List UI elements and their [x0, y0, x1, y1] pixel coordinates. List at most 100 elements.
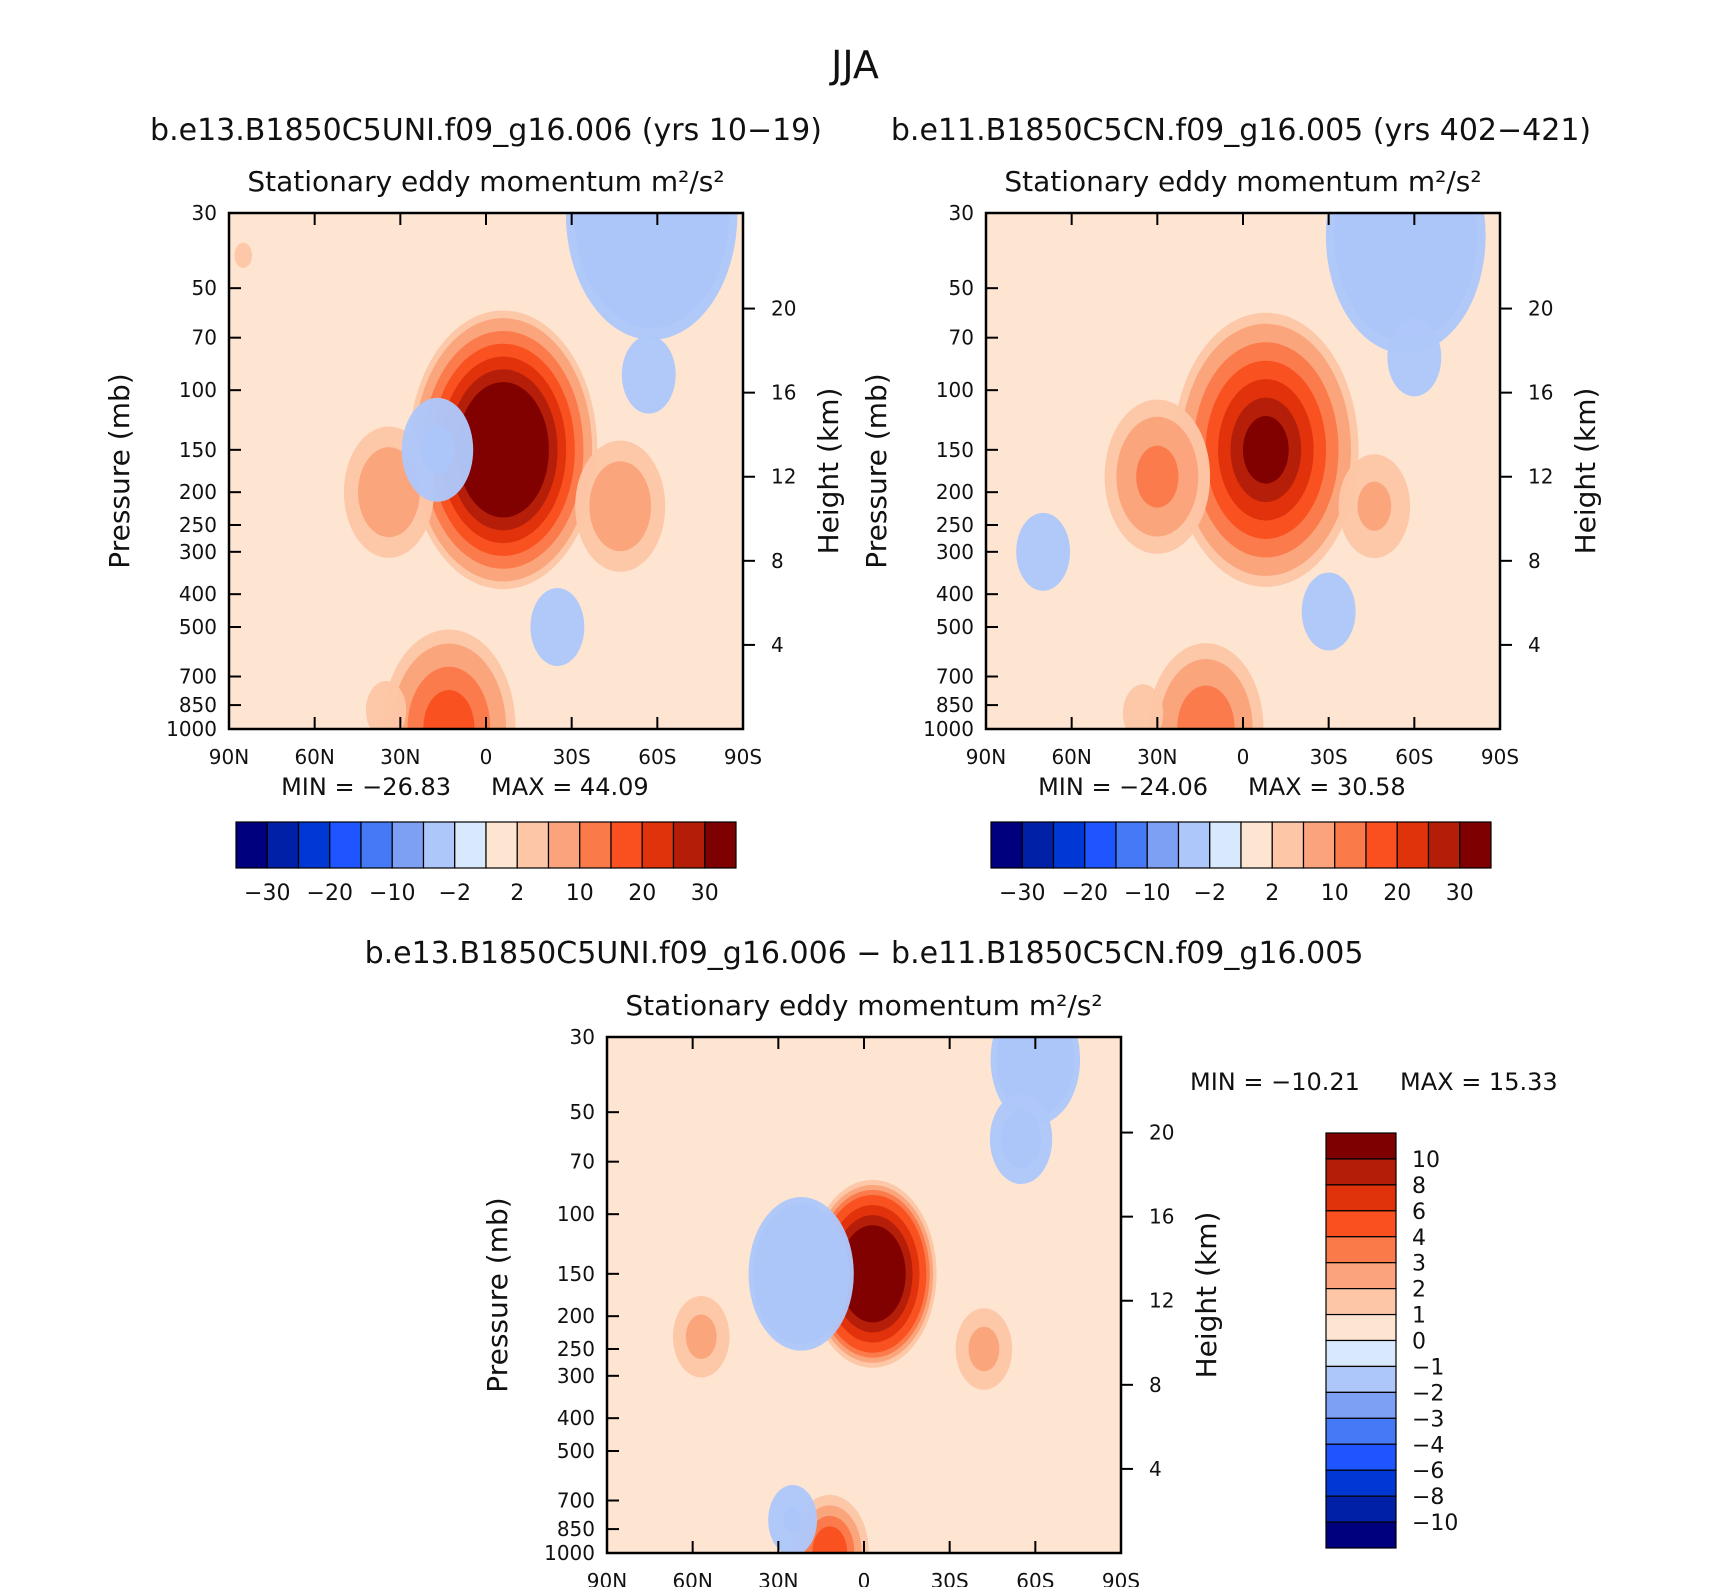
colorbar-label: 2: [1265, 881, 1279, 906]
y-tick-label: 200: [179, 480, 217, 504]
y-tick-label: 1000: [923, 717, 974, 741]
y2-tick-label: 4: [1528, 633, 1541, 657]
y-tick-label: 250: [936, 513, 974, 537]
panel-a: b.e13.B1850C5UNI.f09_g16.006 (yrs 10−19)…: [103, 113, 845, 906]
case-title: b.e13.B1850C5UNI.f09_g16.006 − b.e11.B18…: [365, 936, 1364, 971]
y-tick-label: 150: [179, 438, 217, 462]
colorbar-label: 20: [1383, 881, 1411, 906]
contour-feature: [1338, 454, 1411, 559]
y-tick-label: 50: [949, 276, 974, 300]
contour-band: [989, 1093, 1053, 1185]
colorbar-label: 4: [1412, 1226, 1426, 1251]
contour-feature: [408, 310, 598, 590]
contour-band: [589, 461, 652, 552]
contour-field: [229, 213, 743, 729]
x-tick-label: 90N: [966, 745, 1006, 769]
colorbar-box: [1325, 1158, 1397, 1186]
contour-band: [839, 1225, 906, 1323]
colorbar-box: [610, 821, 643, 869]
colorbar-label: −8: [1412, 1485, 1444, 1510]
y-tick-label: 50: [192, 276, 217, 300]
y-axis-label: Pressure (mb): [860, 373, 893, 568]
y-tick-label: 50: [570, 1100, 595, 1124]
colorbar-box: [1325, 1313, 1397, 1342]
contour-feature: [401, 397, 474, 502]
x-tick-label: 60S: [1395, 745, 1433, 769]
y-tick-label: 400: [557, 1406, 595, 1430]
y-tick-label: 100: [557, 1202, 595, 1226]
x-tick-label: 0: [858, 1569, 871, 1587]
contour-band: [365, 681, 407, 729]
colorbar-label: −20: [1062, 881, 1108, 906]
contour-band: [358, 447, 420, 538]
colorbar-label: 1: [1412, 1304, 1426, 1329]
colorbar-label: 2: [1412, 1278, 1426, 1303]
colorbar-box: [360, 821, 393, 869]
y-tick-label: 150: [557, 1262, 595, 1286]
colorbar-label: −20: [307, 881, 353, 906]
contour-band: [1325, 213, 1486, 354]
colorbar-box: [1325, 1132, 1397, 1160]
colorbar-label: 6: [1412, 1200, 1426, 1225]
colorbar-box: [516, 821, 550, 869]
y-tick-label: 850: [557, 1517, 595, 1541]
variable-title: Stationary eddy momentum m²/s²: [625, 989, 1102, 1022]
colorbar-box: [1459, 821, 1492, 869]
panel-diff: b.e13.B1850C5UNI.f09_g16.006 − b.e11.B18…: [365, 936, 1558, 1587]
contour-feature: [1173, 312, 1359, 587]
page-title: JJA: [829, 43, 879, 87]
colorbar-box: [235, 821, 268, 869]
contour-field: [607, 1037, 1121, 1553]
y2-tick-label: 12: [771, 465, 796, 489]
y-tick-label: 1000: [166, 717, 217, 741]
colorbar-box: [641, 821, 675, 869]
x-tick-label: 90S: [1102, 1569, 1140, 1587]
y-tick-label: 200: [557, 1304, 595, 1328]
colorbar-box: [1334, 821, 1367, 869]
x-tick-label: 60N: [1051, 745, 1091, 769]
contour-band: [768, 1484, 818, 1553]
colorbar-box: [391, 821, 425, 869]
y-tick-label: 1000: [544, 1541, 595, 1565]
colorbar-box: [1325, 1443, 1397, 1471]
y-tick-label: 30: [949, 201, 974, 225]
colorbar-box: [1325, 1288, 1397, 1316]
contour-feature: [672, 1295, 730, 1378]
contour-band: [968, 1326, 1000, 1372]
x-tick-label: 30N: [758, 1569, 798, 1587]
colorbar-box: [454, 821, 487, 869]
contour-band: [1177, 685, 1235, 729]
y2-tick-label: 4: [1149, 1457, 1162, 1481]
contour-feature: [1104, 399, 1211, 554]
contour-band: [1122, 684, 1164, 729]
colorbar-box: [1209, 821, 1242, 869]
colorbar-label: −6: [1412, 1459, 1444, 1484]
min-label: MIN = −26.83: [281, 773, 451, 801]
y-tick-label: 850: [936, 693, 974, 717]
max-label: MAX = 15.33: [1400, 1068, 1558, 1096]
y2-axis-label: Height (km): [812, 388, 845, 555]
colorbar-box: [704, 821, 737, 869]
colorbar-label: 3: [1412, 1252, 1426, 1277]
contour-band: [530, 588, 585, 667]
y2-tick-label: 8: [1528, 549, 1541, 573]
x-tick-label: 90S: [724, 745, 762, 769]
colorbar-box: [1021, 821, 1055, 869]
contour-feature: [575, 440, 666, 572]
colorbar-label: −4: [1412, 1433, 1444, 1458]
colorbar-box: [1325, 1417, 1397, 1445]
y-tick-label: 250: [557, 1337, 595, 1361]
y-tick-label: 250: [179, 513, 217, 537]
colorbar-box: [672, 821, 706, 869]
colorbar-label: −1: [1412, 1355, 1444, 1380]
colorbar-label: 10: [1412, 1148, 1440, 1173]
colorbar-box: [1084, 821, 1117, 869]
colorbar-label: −2: [1194, 881, 1226, 906]
y-tick-label: 30: [192, 201, 217, 225]
y-tick-label: 100: [936, 378, 974, 402]
colorbar-label: 0: [1412, 1330, 1426, 1355]
colorbar-label: 20: [628, 881, 656, 906]
y-tick-label: 850: [179, 693, 217, 717]
contour-band: [401, 397, 474, 502]
